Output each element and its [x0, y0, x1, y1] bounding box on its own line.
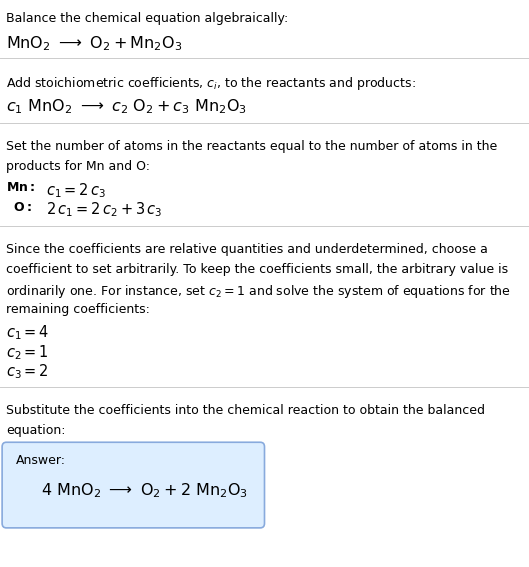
Text: ordinarily one. For instance, set $c_2 = 1$ and solve the system of equations fo: ordinarily one. For instance, set $c_2 =…	[6, 283, 512, 300]
Text: Balance the chemical equation algebraically:: Balance the chemical equation algebraica…	[6, 12, 289, 26]
FancyBboxPatch shape	[2, 442, 264, 528]
Text: $\mathbf{Mn:}$: $\mathbf{Mn:}$	[6, 181, 36, 194]
Text: $2\,c_1 = 2\,c_2 + 3\,c_3$: $2\,c_1 = 2\,c_2 + 3\,c_3$	[46, 201, 162, 219]
Text: $\mathbf{O:}$: $\mathbf{O:}$	[13, 201, 31, 214]
Text: coefficient to set arbitrarily. To keep the coefficients small, the arbitrary va: coefficient to set arbitrarily. To keep …	[6, 263, 508, 276]
Text: $c_1 = 4$: $c_1 = 4$	[6, 324, 50, 342]
Text: Since the coefficients are relative quantities and underdetermined, choose a: Since the coefficients are relative quan…	[6, 243, 488, 256]
Text: $c_3 = 2$: $c_3 = 2$	[6, 362, 49, 381]
Text: equation:: equation:	[6, 424, 66, 437]
Text: $c_1\ \mathregular{MnO_2}\ \longrightarrow\ c_2\ \mathregular{O_2} + c_3\ \mathr: $c_1\ \mathregular{MnO_2}\ \longrightarr…	[6, 97, 248, 116]
Text: Set the number of atoms in the reactants equal to the number of atoms in the: Set the number of atoms in the reactants…	[6, 140, 498, 153]
Text: Answer:: Answer:	[16, 454, 66, 467]
Text: Add stoichiometric coefficients, $c_i$, to the reactants and products:: Add stoichiometric coefficients, $c_i$, …	[6, 75, 416, 92]
Text: products for Mn and O:: products for Mn and O:	[6, 160, 150, 173]
Text: remaining coefficients:: remaining coefficients:	[6, 303, 150, 316]
Text: Substitute the coefficients into the chemical reaction to obtain the balanced: Substitute the coefficients into the che…	[6, 404, 485, 417]
Text: $4\ \mathregular{MnO_2}\ \longrightarrow\ \mathregular{O_2} + 2\ \mathregular{Mn: $4\ \mathregular{MnO_2}\ \longrightarrow…	[41, 481, 248, 500]
Text: $c_1 = 2\,c_3$: $c_1 = 2\,c_3$	[46, 181, 106, 200]
Text: $c_2 = 1$: $c_2 = 1$	[6, 343, 49, 362]
Text: $\mathregular{MnO_2}\ \longrightarrow\ \mathregular{O_2} + \mathregular{Mn_2O_3}: $\mathregular{MnO_2}\ \longrightarrow\ \…	[6, 34, 183, 53]
